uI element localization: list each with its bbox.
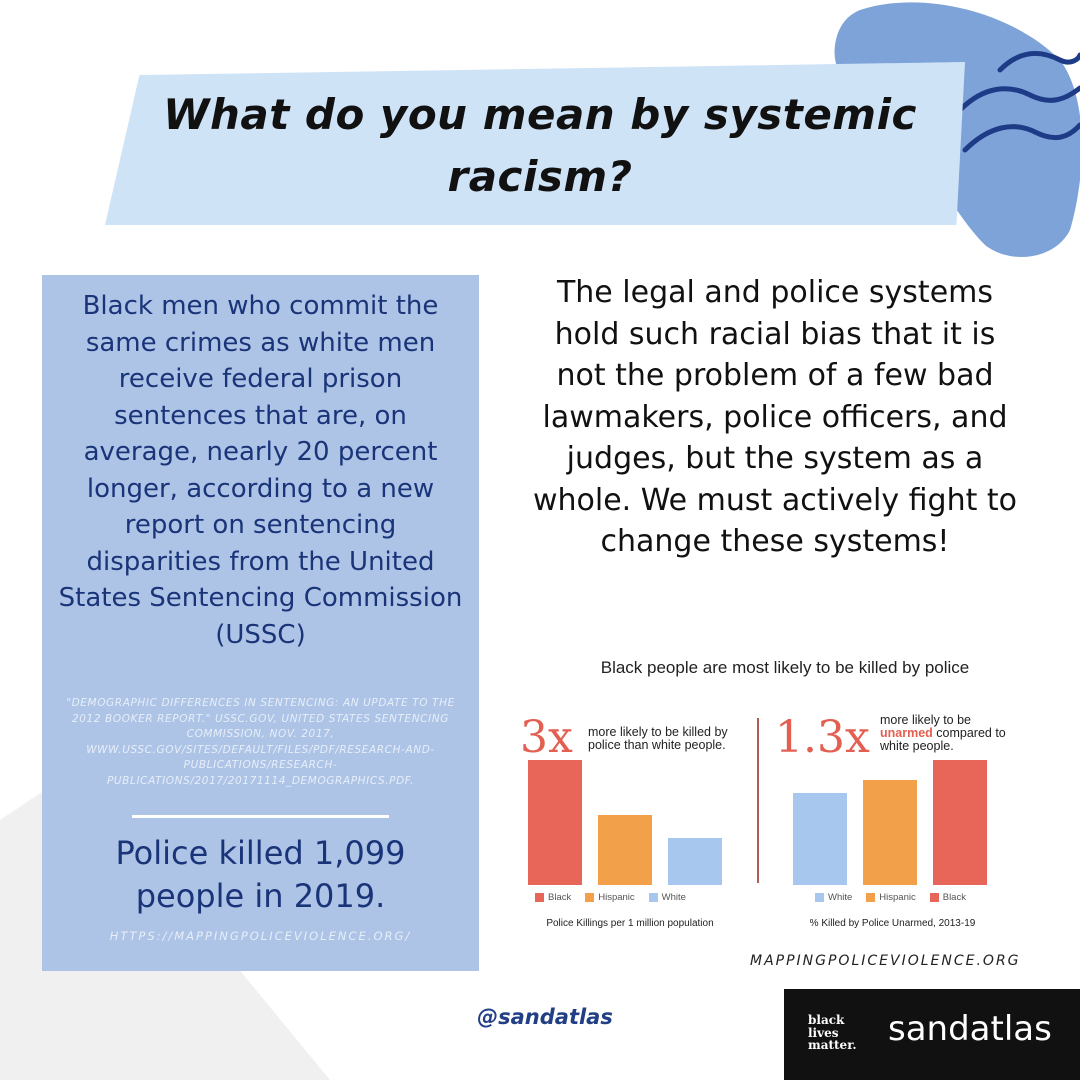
left-multiplier: 3x xyxy=(520,712,573,763)
legend-label: White xyxy=(661,892,686,903)
bar-white xyxy=(667,837,723,885)
legend-label: White xyxy=(828,892,853,903)
systemic-statement: The legal and police systems hold such r… xyxy=(532,275,1017,559)
panel-divider xyxy=(132,815,389,818)
left-source-link[interactable]: https://mappingpoliceviolence.org/ xyxy=(109,929,412,943)
left-chart-caption: Police Killings per 1 million population xyxy=(546,918,714,929)
legend-label: Black xyxy=(548,892,572,903)
right-multiplier: 1.3x xyxy=(775,712,870,763)
legend-swatch xyxy=(815,892,824,902)
infographic: Black people are most likely to be kille… xyxy=(500,650,1040,940)
legend-swatch xyxy=(648,892,658,902)
blm-line-3: matter. xyxy=(808,1038,857,1052)
bar-hispanic xyxy=(862,780,918,885)
legend-item-white: White xyxy=(648,892,686,903)
left-panel xyxy=(42,275,479,971)
blm-line-1: black xyxy=(808,1013,845,1027)
legend-left: Black Hispanic White xyxy=(535,892,735,903)
legend-label: Black xyxy=(942,892,966,903)
legend-swatch xyxy=(535,892,544,902)
right-note-highlight: unarmed xyxy=(880,726,933,740)
brand-box xyxy=(784,989,1080,1080)
legend-item-hispanic: Hispanic xyxy=(585,892,635,903)
bar-white xyxy=(792,793,848,885)
legend-item-white: White xyxy=(815,892,852,903)
police-killed-stat: Police killed 1,099 people in 2019. xyxy=(115,834,406,915)
title-banner xyxy=(105,62,965,225)
legend-right: White Hispanic Black xyxy=(815,892,1015,903)
right-chart-caption: % Killed by Police Unarmed, 2013-19 xyxy=(809,918,976,929)
bar-black xyxy=(932,760,988,885)
legend-swatch xyxy=(866,892,876,902)
right-note-part-2: compared to white people. xyxy=(880,726,1006,753)
right-note-part-1: more likely to be xyxy=(880,713,972,727)
wave-line-3 xyxy=(962,122,1080,153)
legend-item-hispanic: Hispanic xyxy=(866,892,916,903)
bar-black xyxy=(527,760,583,885)
wave-line-2 xyxy=(957,85,1080,113)
chart-unarmed xyxy=(785,760,995,885)
left-multiplier-note: more likely to be killed by police than … xyxy=(588,725,728,752)
sentencing-fact: Black men who commit the same crimes as … xyxy=(58,291,463,650)
legend-swatch xyxy=(929,892,939,902)
infographic-title: Black people are most likely to be kille… xyxy=(600,658,970,677)
right-multiplier-note: more likely to be unarmed compared to wh… xyxy=(880,714,1030,753)
wave-line-1 xyxy=(997,50,1080,73)
blm-line-2: lives xyxy=(808,1025,839,1040)
legend-label: Hispanic xyxy=(879,892,916,903)
chart-police-killings xyxy=(520,760,730,885)
blm-logo: black lives matter. xyxy=(808,1014,868,1052)
legend-label: Hispanic xyxy=(598,892,635,903)
brand-name: sandatlas xyxy=(888,1009,1052,1049)
bar-hispanic xyxy=(597,814,653,885)
legend-item-black: Black xyxy=(929,892,966,903)
instagram-handle[interactable]: @sandatlas xyxy=(477,1005,613,1029)
legend-item-black: Black xyxy=(535,892,571,903)
chart-divider xyxy=(757,718,759,883)
legend-swatch xyxy=(585,892,595,902)
right-source-link[interactable]: MAPPINGPOLICEVIOLENCE.ORG xyxy=(750,953,1021,969)
page-title: What do you mean by systemic racism? xyxy=(163,90,917,201)
ussc-citation: "Demographic Differences in Sentencing: … xyxy=(66,697,455,787)
